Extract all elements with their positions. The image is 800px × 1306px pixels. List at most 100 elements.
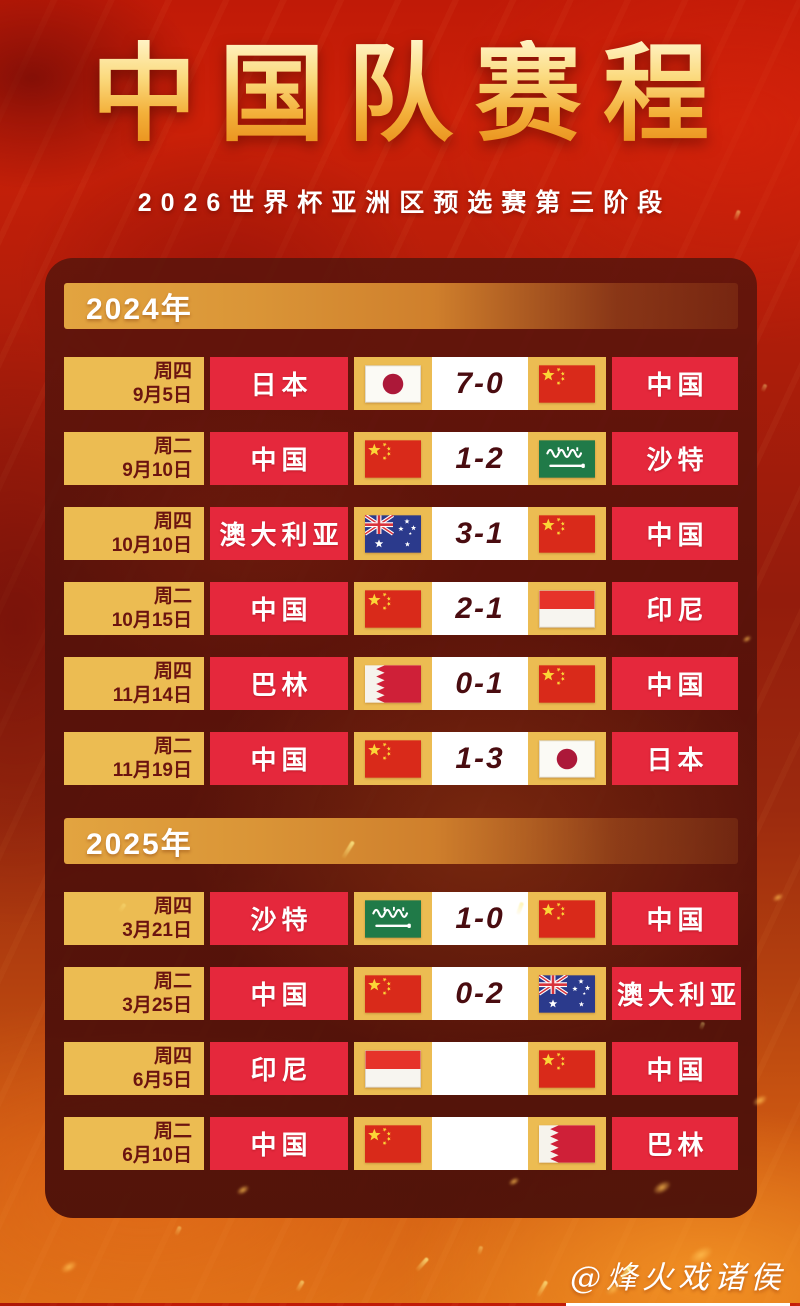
away-team-flag-cell [528, 967, 606, 1020]
spark [414, 1256, 430, 1273]
match-date: 周四 10月10日 [64, 507, 204, 560]
match-score: 0-1 [432, 657, 528, 710]
away-team-flag-cell [528, 1117, 606, 1170]
match-score [432, 1042, 528, 1095]
match-score [432, 1117, 528, 1170]
page-subtitle: 2026世界杯亚洲区预选赛第三阶段 [137, 189, 672, 217]
home-team-name: 中国 [210, 582, 348, 635]
schedule-panel: 2024年 周四 9月5日 日本 7-0 中国 [45, 258, 757, 1218]
home-team-name: 澳大利亚 [210, 507, 348, 560]
score-block [354, 1117, 606, 1170]
spark [760, 383, 768, 393]
flag-cn-icon [539, 364, 595, 403]
flag-sa-icon [539, 439, 595, 478]
match-list: 周四 9月5日 日本 7-0 中国 周二 9 [64, 357, 738, 785]
score-block [354, 1042, 606, 1095]
flag-bh-icon [539, 1124, 595, 1163]
match-weekday: 周四 [153, 510, 192, 532]
score-block: 1-2 [354, 432, 606, 485]
away-team-name: 日本 [612, 732, 738, 785]
flag-jp-icon [539, 739, 595, 778]
match-day: 9月5日 [132, 384, 192, 406]
home-team-flag-cell [354, 732, 432, 785]
home-team-flag-cell [354, 892, 432, 945]
match-weekday: 周二 [153, 435, 192, 457]
flag-sa-icon [365, 899, 421, 938]
spark [295, 1279, 305, 1293]
match-weekday: 周四 [153, 895, 192, 917]
away-team-flag-cell [528, 1042, 606, 1095]
year-label: 2025年 [86, 828, 193, 861]
spark [476, 1245, 484, 1256]
away-team-flag-cell [528, 507, 606, 560]
match-weekday: 周二 [153, 585, 192, 607]
match-day: 3月21日 [122, 919, 192, 941]
home-team-flag-cell [354, 657, 432, 710]
flag-cn-icon [539, 664, 595, 703]
match-weekday: 周二 [153, 1120, 192, 1142]
home-team-name: 中国 [210, 967, 348, 1020]
away-team-name: 中国 [612, 507, 738, 560]
flag-cn-icon [365, 439, 421, 478]
flag-au-icon [537, 973, 595, 1013]
match-day: 9月10日 [122, 459, 192, 481]
score-block: 7-0 [354, 357, 606, 410]
match-day: 6月10日 [122, 1144, 192, 1166]
score-block: 0-2 [354, 967, 606, 1020]
flag-cn-icon [365, 589, 421, 628]
match-row: 周四 6月5日 印尼 中国 [64, 1042, 738, 1095]
away-team-flag-cell [528, 432, 606, 485]
match-row: 周四 3月21日 沙特 1-0 中国 [64, 892, 738, 945]
home-team-flag-cell [354, 357, 432, 410]
away-team-name: 中国 [612, 657, 738, 710]
home-team-flag-cell [354, 582, 432, 635]
match-date: 周二 9月10日 [64, 432, 204, 485]
home-team-name: 巴林 [210, 657, 348, 710]
away-team-name: 澳大利亚 [612, 967, 742, 1020]
match-date: 周四 6月5日 [64, 1042, 204, 1095]
home-team-flag-cell [354, 967, 432, 1020]
ember-glow [58, 1258, 80, 1276]
match-row: 周二 11月19日 中国 1-3 日本 [64, 732, 738, 785]
home-team-name: 中国 [210, 732, 348, 785]
home-team-name: 日本 [210, 357, 348, 410]
match-row: 周二 10月15日 中国 2-1 印尼 [64, 582, 738, 635]
match-day: 6月5日 [132, 1069, 192, 1091]
match-date: 周二 3月25日 [64, 967, 204, 1020]
flag-cn-icon [539, 514, 595, 553]
match-weekday: 周四 [153, 360, 192, 382]
flag-cn-icon [539, 899, 595, 938]
home-team-name: 中国 [210, 1117, 348, 1170]
match-row: 周二 6月10日 中国 巴林 [64, 1117, 738, 1170]
away-team-name: 印尼 [612, 582, 738, 635]
flag-id-icon [539, 589, 595, 628]
away-team-flag-cell [528, 657, 606, 710]
away-team-name: 沙特 [612, 432, 738, 485]
year-header: 2024年 [64, 283, 738, 329]
score-block: 1-3 [354, 732, 606, 785]
flag-cn-icon [365, 974, 421, 1013]
page-title: 中国队赛程 [0, 39, 800, 151]
match-date: 周二 11月19日 [64, 732, 204, 785]
flag-id-icon [365, 1049, 421, 1088]
away-team-name: 巴林 [612, 1117, 738, 1170]
away-team-name: 中国 [612, 1042, 738, 1095]
spark [174, 1225, 182, 1237]
home-team-flag-cell [354, 507, 432, 560]
home-team-name: 沙特 [210, 892, 348, 945]
away-team-flag-cell [528, 582, 606, 635]
home-team-flag-cell [354, 432, 432, 485]
spark [535, 1280, 549, 1298]
match-day: 11月19日 [112, 759, 192, 781]
score-block: 0-1 [354, 657, 606, 710]
match-row: 周四 11月14日 巴林 0-1 中国 [64, 657, 738, 710]
away-team-flag-cell [528, 732, 606, 785]
match-score: 0-2 [432, 967, 528, 1020]
score-block: 1-0 [354, 892, 606, 945]
home-team-name: 印尼 [210, 1042, 348, 1095]
ember-glow [771, 891, 785, 904]
score-block: 2-1 [354, 582, 606, 635]
match-row: 周二 3月25日 中国 0-2 [64, 967, 742, 1020]
match-date: 周二 10月15日 [64, 582, 204, 635]
